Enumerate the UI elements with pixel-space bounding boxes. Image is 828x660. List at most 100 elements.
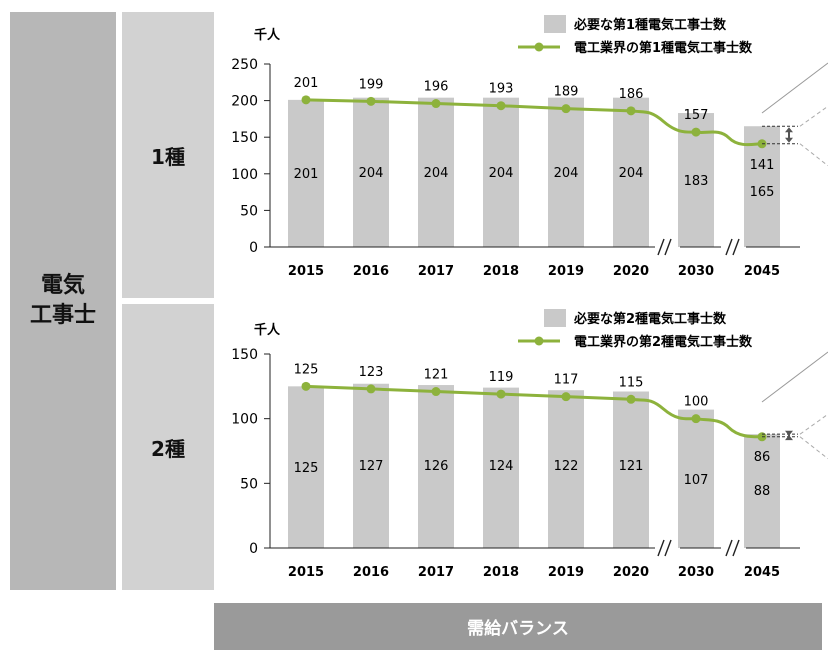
line-point (691, 127, 701, 137)
x-tick-label: 2020 (613, 565, 649, 580)
row-header-line-1: 電気 (40, 273, 85, 299)
bar-value-label: 126 (424, 459, 449, 474)
class-2-label: 2種 (122, 304, 214, 590)
x-tick-label: 2016 (353, 264, 389, 279)
legend-bar-swatch (544, 15, 566, 33)
y-tick-label: 100 (231, 412, 258, 428)
axis-break-mark (657, 238, 665, 256)
legend-bar-label: 必要な第2種電気工事士数 (573, 311, 727, 327)
bar (353, 383, 389, 548)
axis-break-mark (725, 539, 733, 557)
x-tick-label: 2015 (288, 264, 324, 279)
bar (613, 391, 649, 548)
bar (288, 386, 324, 548)
line-point (496, 389, 506, 399)
bar (418, 385, 454, 548)
axis-break-mark (732, 238, 740, 256)
x-tick-label: 2018 (483, 565, 519, 580)
bar-value-label: 204 (424, 166, 449, 181)
bar-value-label: 183 (684, 174, 709, 189)
legend-line-marker (534, 42, 544, 52)
bar (613, 97, 649, 247)
bar (418, 97, 454, 247)
line-point (626, 394, 636, 404)
line-point (626, 106, 636, 116)
x-tick-label: 2015 (288, 565, 324, 580)
line-value-label: 117 (554, 373, 579, 388)
x-tick-label: 2016 (353, 565, 389, 580)
bar-value-label: 201 (294, 167, 319, 182)
class-2-supply-demand-chart: 千人 0 50 100 150 2015 2016 2017 2018 2019 2020 2030 2… (231, 309, 828, 580)
line-point (301, 381, 311, 391)
line-point (301, 95, 311, 105)
line-point (431, 387, 441, 397)
bar-value-label: 204 (489, 166, 514, 181)
line-value-label: 123 (359, 365, 384, 380)
line-value-label: 196 (424, 80, 449, 95)
callout-dashed-line (799, 143, 828, 167)
legend-line-label: 電工業界の第1種電気工事士数 (574, 40, 753, 56)
callout-dashed-line (799, 436, 828, 460)
bar (548, 97, 584, 247)
bar (548, 390, 584, 548)
legend-bar-label: 必要な第1種電気工事士数 (573, 17, 727, 33)
y-tick-label: 150 (231, 130, 258, 146)
bar-value-label: 122 (554, 459, 579, 474)
line-value-label: 115 (619, 375, 644, 390)
bar-value-label: 125 (294, 461, 319, 476)
legend-line-marker (534, 336, 544, 346)
line-point (691, 414, 701, 424)
x-tick-label: 2019 (548, 565, 584, 580)
line-value-label: 100 (684, 395, 709, 410)
line-point (366, 96, 376, 106)
line-value-label: 86 (754, 450, 771, 465)
axis-break-mark (725, 238, 733, 256)
gap-arrow-icon (785, 127, 793, 143)
line-point (561, 104, 571, 114)
x-tick-label: 2019 (548, 264, 584, 279)
callout-dashed-line (799, 105, 828, 127)
bar-value-label: 204 (554, 166, 579, 181)
callout-solid-line (761, 351, 828, 403)
line-value-label: 121 (424, 368, 449, 383)
class-1-label: 1種 (122, 12, 214, 298)
y-tick-label: 0 (249, 240, 258, 256)
unit-label: 千人 (254, 322, 281, 338)
line-value-label: 201 (294, 76, 319, 91)
unit-label: 千人 (254, 27, 281, 43)
x-tick-label: 2017 (418, 264, 454, 279)
line-point (431, 99, 441, 109)
bar (353, 97, 389, 247)
y-tick-label: 50 (240, 476, 258, 492)
line-point (561, 392, 571, 402)
x-tick-label: 2030 (678, 264, 714, 279)
y-tick-label: 150 (231, 347, 258, 363)
bar (288, 99, 324, 247)
bar (483, 97, 519, 247)
axis-break-mark (664, 539, 672, 557)
line-value-label: 193 (489, 82, 514, 97)
x-tick-label: 2020 (613, 264, 649, 279)
line-value-label: 157 (684, 108, 709, 123)
bar-value-label: 121 (619, 459, 644, 474)
x-tick-label: 2045 (744, 565, 780, 580)
y-tick-label: 0 (249, 541, 258, 557)
y-tick-label: 200 (231, 94, 258, 110)
gap-arrow-icon (785, 430, 793, 441)
bar-value-label: 204 (359, 166, 384, 181)
row-header-line-2: 工事士 (29, 303, 96, 328)
line-value-label: 186 (619, 87, 644, 102)
bar-value-label: 107 (684, 473, 709, 488)
bar-value-label: 204 (619, 166, 644, 181)
bar-value-label: 165 (750, 185, 775, 200)
line-value-label: 141 (750, 158, 775, 173)
y-tick-label: 100 (231, 167, 258, 183)
electrician-category-header: 電気 工事士 (10, 12, 116, 590)
bar (678, 409, 714, 548)
callout-dashed-line (799, 413, 828, 435)
class-1-supply-demand-chart: 千人 0 50 100 150 200 250 2015 2016 2017 2018 2019 202… (231, 15, 828, 279)
bar-value-label: 88 (754, 484, 771, 499)
bar-value-label: 127 (359, 459, 384, 474)
x-tick-label: 2045 (744, 264, 780, 279)
x-tick-label: 2017 (418, 565, 454, 580)
